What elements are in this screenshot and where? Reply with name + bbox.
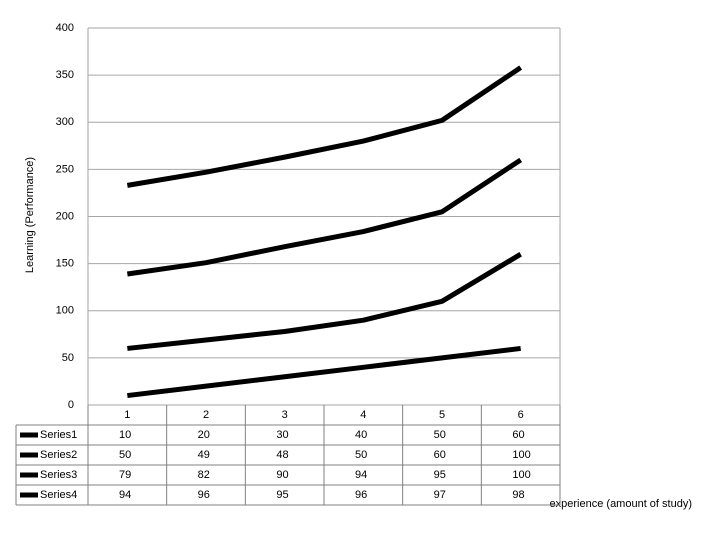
y-tick-label: 50 <box>62 352 74 364</box>
table-cell: 50 <box>119 449 131 461</box>
x-tick-label: 2 <box>203 409 209 421</box>
y-tick-label: 350 <box>56 69 74 81</box>
table-cell: 100 <box>512 449 530 461</box>
table-cell: 95 <box>434 469 446 481</box>
series-line <box>127 345 521 399</box>
y-tick-label: 400 <box>56 22 74 34</box>
legend-label: Series3 <box>40 469 77 481</box>
x-tick-label: 1 <box>124 409 130 421</box>
table-cell: 40 <box>355 429 367 441</box>
y-tick-label: 0 <box>68 399 74 411</box>
legend-label: Series2 <box>40 449 77 461</box>
y-tick-label: 100 <box>56 305 74 317</box>
y-axis-label: Learning (Performance) <box>24 157 36 273</box>
series-line <box>127 252 522 351</box>
x-tick-label: 5 <box>439 409 445 421</box>
table-cell: 50 <box>434 429 446 441</box>
table-cell: 82 <box>198 469 210 481</box>
table-cell: 97 <box>434 489 446 501</box>
legend-label: Series4 <box>40 489 77 501</box>
table-cell: 98 <box>512 489 524 501</box>
table-cell: 30 <box>276 429 288 441</box>
table-cell: 50 <box>355 449 367 461</box>
x-tick-label: 3 <box>282 409 288 421</box>
x-axis-label: experience (amount of study) <box>550 498 692 510</box>
x-tick-label: 4 <box>360 409 366 421</box>
y-tick-label: 250 <box>56 163 74 175</box>
table-cell: 90 <box>276 469 288 481</box>
x-tick-label: 6 <box>518 409 524 421</box>
series-line <box>126 65 523 188</box>
table-cell: 94 <box>355 469 367 481</box>
table-cell: 10 <box>119 429 131 441</box>
table-cell: 100 <box>512 469 530 481</box>
table-cell: 48 <box>276 449 288 461</box>
table-cell: 94 <box>119 489 131 501</box>
table-cell: 60 <box>434 449 446 461</box>
y-tick-label: 200 <box>56 210 74 222</box>
table-cell: 79 <box>119 469 131 481</box>
series-line <box>126 157 523 277</box>
y-tick-label: 300 <box>56 116 74 128</box>
table-cell: 20 <box>198 429 210 441</box>
table-cell: 95 <box>276 489 288 501</box>
table-cell: 49 <box>198 449 210 461</box>
legend-label: Series1 <box>40 429 77 441</box>
y-tick-label: 150 <box>56 258 74 270</box>
table-cell: 96 <box>355 489 367 501</box>
table-cell: 96 <box>198 489 210 501</box>
table-cell: 60 <box>512 429 524 441</box>
